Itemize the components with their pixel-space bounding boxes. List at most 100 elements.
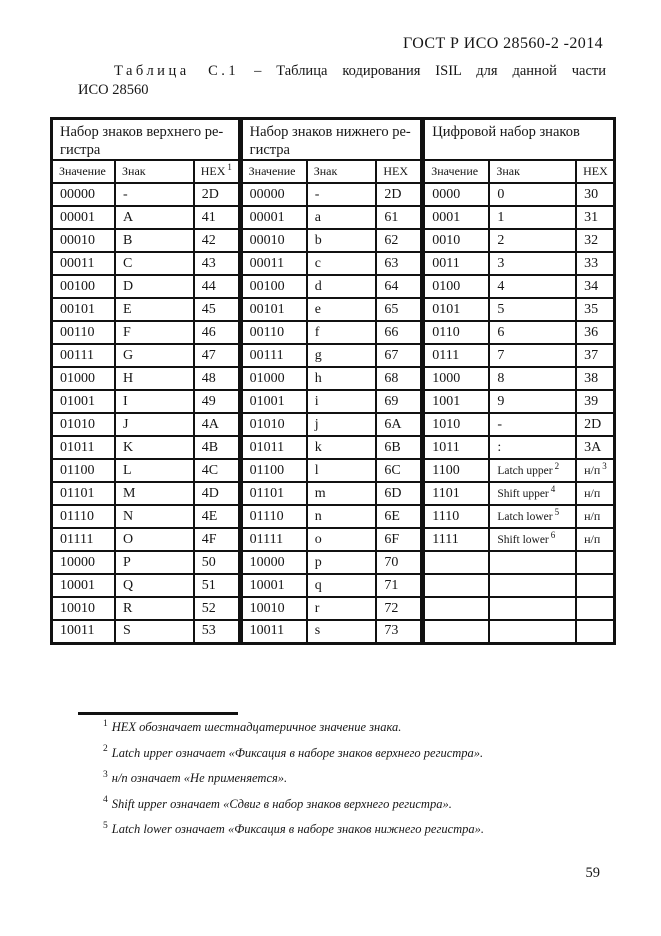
- table-cell: 52: [192, 596, 242, 621]
- table-row: 01110 N 4E 01110 n 6E 1110 Latch lower 5 н/п: [50, 504, 616, 529]
- table-cell: H: [114, 366, 195, 391]
- table-cell: 31: [575, 205, 616, 230]
- table-cell: 10001: [237, 573, 308, 598]
- table-caption-line2: ИСО 28560: [78, 82, 149, 98]
- table-cell: [575, 619, 616, 644]
- table-cell: 1: [488, 205, 578, 230]
- table-cell: 0000: [420, 182, 491, 207]
- table-cell: i: [305, 389, 378, 414]
- table-cell: 6F: [375, 527, 424, 552]
- table-cell: 00110: [50, 320, 117, 345]
- table-cell: 4F: [192, 527, 242, 552]
- table-cell: 00000: [237, 182, 308, 207]
- table-cell: 9: [488, 389, 578, 414]
- footnote: 2 Latch upper означает «Фиксация в наборе…: [103, 745, 593, 761]
- table-cell: 00101: [50, 297, 117, 322]
- table-cell: n: [305, 504, 378, 529]
- group-header: Цифровой набор знаков: [420, 117, 616, 161]
- footnote-ref: 5: [554, 506, 560, 517]
- table-cell: M: [114, 481, 195, 506]
- cell-text: HEX: [583, 164, 608, 178]
- table-cell: [488, 550, 578, 575]
- table-cell: 01000: [50, 366, 117, 391]
- table-cell: F: [114, 320, 195, 345]
- table-cell: 6A: [375, 412, 424, 437]
- cell-text: Latch lower: [497, 510, 553, 523]
- table-row: 00110 F 46 00110 f 66 0110 6 36: [50, 320, 616, 345]
- table-cell: 1001: [420, 389, 491, 414]
- table-row: 00101 E 45 00101 e 65 0101 5 35: [50, 297, 616, 322]
- table-cell: 10000: [237, 550, 308, 575]
- table-cell: e: [305, 297, 378, 322]
- isil-coding-table: Набор знаков верхнего ре- гистра Набор зн…: [50, 117, 616, 645]
- footnote-text: HEX обозначает шестнадцатеричное значени…: [111, 720, 402, 734]
- table-cell: 3A: [575, 435, 616, 460]
- table-body: 00000-2D 00000-2D 0000 0 30 00001 A 41 00001 a 61 0…: [50, 182, 616, 644]
- table-cell: d: [305, 274, 378, 299]
- table-cell: s: [305, 619, 378, 644]
- table-cell: 1000: [420, 366, 491, 391]
- footnote-separator: [78, 712, 238, 715]
- table-cell: S: [114, 619, 195, 644]
- table-cell: 30: [575, 182, 616, 207]
- table-cell: B: [114, 228, 195, 253]
- table-cell: 46: [192, 320, 242, 345]
- table-cell: 4: [488, 274, 578, 299]
- table-cell: 8: [488, 366, 578, 391]
- table-cell: [488, 596, 578, 621]
- table-cell: 70: [375, 550, 424, 575]
- table-cell: -: [305, 182, 378, 207]
- table-cell: 42: [192, 228, 242, 253]
- footnote-marker: 3: [103, 769, 108, 780]
- footnote-marker: 5: [103, 820, 108, 831]
- table-cell: h: [305, 366, 378, 391]
- table-cell: g: [305, 343, 378, 368]
- group-header: Набор знаков верхнего ре- гистра: [50, 117, 242, 161]
- cell-text: Знак: [313, 164, 338, 178]
- table-cell: 1100: [420, 458, 491, 483]
- table-cell: 10010: [237, 596, 308, 621]
- footnotes: 1 HEX обозначает шестнадцатеричное значен…: [103, 719, 593, 847]
- table-cell: c: [305, 251, 378, 276]
- table-cell: I: [114, 389, 195, 414]
- table-cell: 73: [375, 619, 424, 644]
- table-cell: 62: [375, 228, 424, 253]
- table-cell: 65: [375, 297, 424, 322]
- table-cell: н/п: [575, 504, 616, 529]
- table-caption-dash: –: [254, 63, 262, 79]
- table-cell: 4B: [192, 435, 242, 460]
- table-cell: 61: [375, 205, 424, 230]
- table-cell: J: [114, 412, 195, 437]
- table-row: 01111 O 4F 01111 o 6F 1111 Shift lower 6 н/п: [50, 527, 616, 552]
- table-cell: [575, 596, 616, 621]
- table-cell: [420, 573, 491, 598]
- table-cell: 0111: [420, 343, 491, 368]
- table-cell: 64: [375, 274, 424, 299]
- table-cell: 01010: [50, 412, 117, 437]
- table-cell: 35: [575, 297, 616, 322]
- table-cell: 01100: [50, 458, 117, 483]
- group-header-row: Набор знаков верхнего ре- гистра Набор зн…: [50, 117, 616, 161]
- table-cell: 00011: [50, 251, 117, 276]
- table-cell: 6D: [375, 481, 424, 506]
- table-cell: 3: [488, 251, 578, 276]
- cell-text: Знак: [496, 164, 520, 178]
- footnote-ref: 3: [602, 461, 607, 471]
- table-cell: 6E: [375, 504, 424, 529]
- table-cell: 38: [575, 366, 616, 391]
- column-header: Значение: [420, 159, 491, 184]
- table-cell: 00011: [237, 251, 308, 276]
- table-cell: 1011: [420, 435, 491, 460]
- table-cell: Latch upper 2: [488, 458, 578, 483]
- table-cell: 2D: [575, 412, 616, 437]
- table-cell: 01011: [237, 435, 308, 460]
- table-cell: н/п: [575, 481, 616, 506]
- table-cell: 00111: [50, 343, 117, 368]
- table-cell: 6B: [375, 435, 424, 460]
- table-cell: [420, 596, 491, 621]
- table-cell: 10011: [237, 619, 308, 644]
- table-cell: Shift lower 6: [488, 527, 578, 552]
- table-cell: o: [305, 527, 378, 552]
- cell-text: HEX: [383, 164, 408, 178]
- table-cell: 01111: [237, 527, 308, 552]
